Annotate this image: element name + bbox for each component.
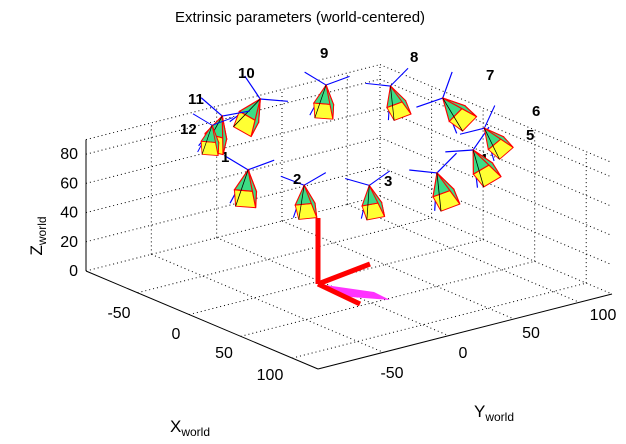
camera-frame-3 (345, 170, 390, 221)
box-front-x (85, 270, 319, 370)
grid-line-y (151, 253, 384, 353)
camera-label-1: 1 (221, 149, 229, 166)
grid-line-z (85, 137, 381, 214)
x-tick-label: 100 (257, 367, 284, 384)
z-tick-label: 0 (69, 263, 78, 280)
camera-label-9: 9 (320, 45, 328, 62)
y-axis-label: Yworld (474, 402, 514, 424)
camera-label-12: 12 (180, 121, 197, 138)
tick-labels: -50 0 50 100 -50 0 50 100 0 20 40 60 80 (60, 146, 616, 384)
y-tick-label: 0 (459, 345, 468, 362)
grid-line-x (188, 239, 484, 316)
grid-line-z (379, 78, 613, 178)
camera-frame-6 (459, 105, 514, 162)
camera-frame-7 (416, 71, 478, 134)
chart-title: Extrinsic parameters (world-centered) (175, 9, 425, 26)
z-tick-label: 80 (60, 146, 78, 163)
grid-line-z (379, 107, 613, 207)
grid-line-z (85, 166, 381, 243)
grid-line-x (292, 282, 587, 359)
camera-label-5: 5 (526, 127, 534, 144)
z-tick-label: 40 (60, 205, 78, 222)
world-y-axis (317, 261, 371, 287)
axes-box (85, 139, 613, 370)
grid-line-z (85, 107, 381, 184)
camera-label-2: 2 (293, 171, 301, 188)
camera-label-8: 8 (410, 49, 418, 66)
grid-line-z (85, 195, 381, 272)
camera-frame-1 (223, 154, 275, 209)
y-tick-label: -50 (380, 365, 403, 382)
world-x-axis (316, 281, 362, 307)
box-front-y (317, 293, 613, 370)
camera-frame-5 (445, 126, 502, 188)
z-tick-label: 20 (60, 234, 78, 251)
camera-frame-9 (304, 71, 350, 120)
axis-labels: Zworld Xworld Yworld (27, 216, 514, 439)
camera-frame-2 (280, 172, 327, 220)
axes-grid (85, 64, 613, 359)
camera-label-7: 7 (486, 67, 494, 84)
z-tick-label: 60 (60, 175, 78, 192)
grid-line-y (347, 203, 580, 303)
x-tick-label: -50 (107, 305, 130, 322)
z-axis-label: Zworld (27, 216, 49, 255)
grid-line-z (85, 78, 381, 155)
camera-label-6: 6 (532, 103, 540, 120)
camera-label-3: 3 (384, 173, 392, 190)
camera-frame-8 (365, 67, 412, 122)
camera-frames: 123456789101112 (180, 45, 540, 221)
camera-frame-12 (192, 113, 234, 157)
grid-line-x (137, 217, 432, 294)
camera-frame-10 (229, 75, 288, 138)
x-tick-label: 0 (172, 326, 181, 343)
camera-label-10: 10 (238, 65, 255, 82)
world-frame (315, 218, 390, 307)
box-top-back (85, 64, 381, 141)
grid-line-z (379, 195, 613, 295)
world-plane (318, 284, 390, 300)
camera-label-11: 11 (188, 91, 204, 108)
grid-line-x (240, 260, 535, 337)
y-tick-label: 100 (590, 307, 617, 324)
camera-frame-4 (409, 152, 461, 212)
x-tick-label: 50 (215, 345, 233, 362)
x-axis-label: Xworld (170, 417, 210, 439)
y-tick-label: 50 (522, 325, 540, 342)
grid-line-z (379, 166, 613, 266)
